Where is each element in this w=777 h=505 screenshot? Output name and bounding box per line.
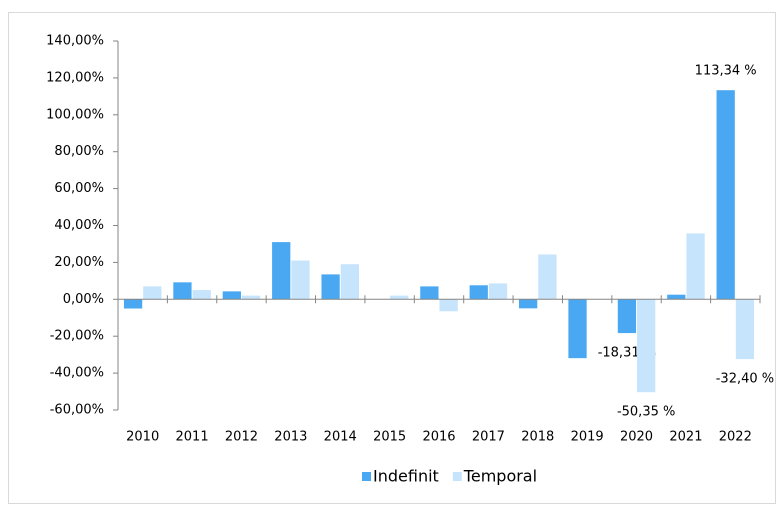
bar [617,299,637,334]
x-tick-label: 2022 [719,430,752,445]
x-tick-label: 2020 [620,430,653,445]
bar [716,90,735,300]
x-tick-label: 2015 [373,430,406,445]
bar [538,254,557,300]
legend-label: Temporal [463,467,537,486]
y-tick-label: -20,00% [50,329,104,344]
bar [321,274,340,300]
bar [686,233,705,300]
bar [519,299,538,309]
y-tick-label: 80,00% [54,144,104,159]
y-tick-label: 60,00% [54,181,104,196]
bar [439,299,458,312]
y-tick-label: 0,00% [63,292,104,307]
data-label: -32,40 % [716,372,774,387]
bar [568,299,587,359]
legend-swatch [452,472,462,481]
x-tick-label: 2021 [669,430,702,445]
bar [469,285,488,300]
bar [390,295,409,300]
x-tick-label: 2012 [225,430,258,445]
x-tick-label: 2016 [422,430,455,445]
y-tick-label: 100,00% [46,107,104,122]
bar [637,299,656,393]
bar [735,299,755,360]
legend-label: Indefinit [373,467,439,486]
bar [272,242,291,300]
y-tick-label: 120,00% [46,70,104,85]
bar [173,282,192,300]
bar [488,283,508,300]
x-tick-label: 2010 [126,430,159,445]
x-tick-label: 2014 [324,430,357,445]
bar [667,294,686,300]
legend-swatch [362,472,371,481]
y-tick-label: 20,00% [54,255,104,270]
x-tick-label: 2017 [472,430,505,445]
bar [123,299,143,309]
bar [192,290,211,300]
x-tick-label: 2018 [521,430,554,445]
chart-frame [8,12,776,504]
x-tick-label: 2013 [274,430,307,445]
y-tick-label: -60,00% [50,403,104,418]
bar [222,291,241,300]
bar [143,286,162,300]
bar [241,295,261,300]
x-tick-label: 2019 [571,430,604,445]
bar [291,260,310,300]
data-label: 113,34 % [695,64,757,79]
bar [420,286,439,300]
data-label: -50,35 % [617,405,675,420]
y-tick-label: -40,00% [50,366,104,381]
y-tick-label: 140,00% [46,34,104,49]
bar [340,264,359,300]
x-tick-label: 2011 [176,430,209,445]
y-tick-label: 40,00% [54,218,104,233]
